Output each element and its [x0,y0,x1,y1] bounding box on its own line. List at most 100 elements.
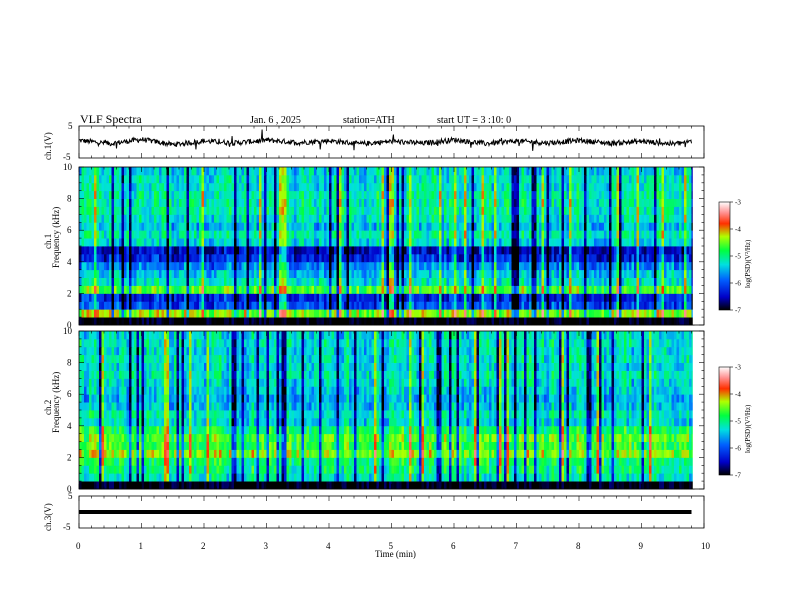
spectrogram-cell [151,301,155,310]
spectrogram-cell [601,222,605,231]
spectrogram-cell [264,285,268,294]
spectrogram-cell [404,190,408,199]
spectrogram-cell [209,222,213,231]
spectrogram-cell [239,214,243,223]
spectrogram-cell [551,269,555,278]
spectrogram-cell [474,309,478,318]
spectrogram-cell [619,309,623,318]
spectrogram-cell [84,261,88,271]
spectrogram-cell [606,198,610,207]
spectrogram-cell [184,285,188,294]
spectrogram-cell [371,182,375,192]
spectrogram-cell [689,206,693,215]
spectrogram-cell [274,198,278,207]
spectrogram-cell [446,167,450,176]
spectrogram-cell [429,230,433,239]
spectrogram-cell [259,198,263,207]
spectrogram-cell [179,293,183,302]
spectrogram-cell [304,261,308,271]
spectrogram-cell [471,253,475,263]
spectrogram-cell [354,261,358,271]
spectrogram-cell [669,198,673,207]
spectrogram-cell [604,293,608,302]
spectrogram-cell [539,238,543,247]
spectrogram-cell [151,214,155,223]
spectrogram-cell [216,293,220,302]
spectrogram-cell [309,293,313,302]
spectrogram-cell [111,246,115,255]
spectrogram-cell [246,261,250,271]
spectrogram-cell [451,285,455,294]
spectrogram-cell [574,285,578,294]
spectrogram-cell [299,293,303,302]
spectrogram-cell [569,167,573,176]
spectrogram-cell [331,293,335,302]
spectrogram-cell [596,246,600,255]
spectrogram-cell [246,253,250,263]
spectrogram-cell [654,230,658,239]
spectrogram-cell [544,174,548,184]
spectrogram-cell [411,206,415,215]
spectrogram-cell [684,253,688,263]
spectrogram-cell [416,206,420,215]
spectrogram-cell [426,261,430,271]
spectrogram-cell [554,214,558,223]
spectrogram-cell [584,174,588,184]
spectrogram-cell [94,238,98,247]
spectrogram-cell [139,293,143,302]
spectrogram-cell [574,167,578,176]
spectrogram-cell [224,214,228,223]
spectrogram-cell [146,174,150,184]
spectrogram-cell [371,174,375,184]
spectrogram-cell [539,206,543,215]
spectrogram-cell [371,269,375,278]
spectrogram-cell [466,190,470,199]
spectrogram-cell [306,246,310,255]
spectrogram-cell [239,238,243,247]
spectrogram-cell [616,285,620,294]
spectrogram-cell [136,317,140,326]
spectrogram-cell [394,214,398,223]
spectrogram-cell [186,269,190,278]
spectrogram-cell [94,253,98,263]
spectrogram-cell [401,214,405,223]
spectrogram-cell [419,167,423,176]
spectrogram-cell [421,317,425,326]
spectrogram-cell [689,174,693,184]
spectrogram-cell [236,261,240,271]
spectrogram-cell [641,190,645,199]
spectrogram-cell [544,246,548,255]
spectrogram-cell [174,222,178,231]
spectrogram-cell [256,317,260,326]
spectrogram-cell [296,261,300,271]
spectrogram-cell [234,182,238,192]
spectrogram-cell [81,285,85,294]
spectrogram-cell [481,182,485,192]
spectrogram-cell [274,206,278,215]
spectrogram-cell [186,301,190,310]
spectrogram-cell [634,182,638,192]
spectrogram-cell [441,261,445,271]
spectrogram-cell [644,277,648,286]
spectrogram-cell [341,230,345,239]
spectrogram-cell [129,214,133,223]
spectrogram-cell [626,230,630,239]
spectrogram-cell [424,238,428,247]
spectrogram-cell [569,190,573,199]
spectrogram-cell [294,214,298,223]
spectrogram-cell [314,285,318,294]
spectrogram-cell [451,317,455,326]
spectrogram-cell [624,190,628,199]
spectrogram-cell [514,230,518,239]
spectrogram-cell [234,269,238,278]
spectrogram-cell [576,167,580,176]
spectrogram-cell [289,238,293,247]
spectrogram-cell [469,261,473,271]
spectrogram-cell [689,214,693,223]
spectrogram-cell [254,167,258,176]
spectrogram-cell [614,230,618,239]
spectrogram-cell [564,261,568,271]
spectrogram-cell [319,206,323,215]
spectrogram-cell [604,222,608,231]
spectrogram-cell [401,246,405,255]
